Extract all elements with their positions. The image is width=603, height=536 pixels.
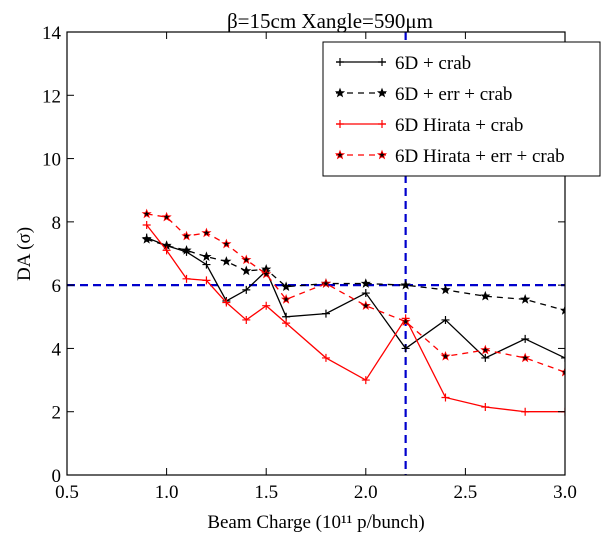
data-point (559, 305, 565, 315)
data-point (282, 319, 291, 328)
legend-marker (378, 120, 386, 128)
data-point (361, 289, 370, 298)
data-point (481, 353, 490, 362)
y-tick-label: 0 (52, 466, 62, 487)
series-4 (141, 208, 565, 377)
data-point (321, 309, 330, 318)
data-point (441, 315, 450, 324)
legend-marker (334, 87, 346, 98)
data-point (521, 407, 530, 416)
data-point (162, 246, 171, 255)
data-point (520, 294, 531, 304)
data-point (242, 315, 251, 324)
legend-item: 6D + crab (336, 53, 471, 74)
data-point (242, 285, 251, 294)
data-point (262, 301, 271, 310)
data-point (440, 351, 451, 361)
data-point (360, 300, 371, 311)
legend-item: 6D Hirata + crab (336, 115, 523, 136)
y-tick-label: 8 (52, 213, 62, 234)
data-point (202, 276, 211, 285)
legend: 6D + crab 6D + err + crab 6D Hirata + crab… (322, 41, 601, 177)
legend-marker (376, 87, 388, 98)
data-point (481, 402, 490, 411)
data-point (480, 290, 491, 301)
data-point (202, 260, 211, 269)
legend-label: 6D + crab (395, 53, 471, 74)
y-axis: 0 2 4 6 8 10 12 14 (42, 23, 565, 487)
x-axis-label: Beam Charge (10¹¹ p/bunch) (207, 512, 424, 533)
data-point (141, 233, 152, 244)
data-point (360, 278, 371, 288)
data-point (181, 230, 192, 241)
series-2 (141, 233, 565, 315)
legend-marker (378, 58, 386, 66)
data-point (241, 254, 252, 265)
data-point (141, 208, 152, 219)
x-tick-label: 0.5 (55, 482, 79, 503)
data-point (221, 256, 232, 266)
legend-box (322, 41, 601, 177)
y-tick-label: 2 (52, 403, 62, 424)
data-point (182, 274, 191, 283)
data-point (559, 366, 565, 377)
data-point (142, 221, 151, 230)
data-point (222, 298, 231, 307)
data-point (521, 334, 530, 343)
data-point (440, 284, 451, 295)
data-point (161, 211, 172, 222)
y-tick-label: 12 (42, 86, 61, 107)
legend-marker (334, 149, 346, 160)
chart-title: β=15cm Xangle=590μm (227, 9, 433, 33)
data-point (480, 344, 491, 355)
legend-item: 6D Hirata + err + crab (334, 146, 565, 167)
y-tick-label: 14 (42, 23, 62, 44)
data-point (201, 227, 212, 238)
data-point (400, 316, 411, 326)
x-tick-label: 3.0 (553, 482, 577, 503)
data-point (320, 278, 332, 288)
x-tick-label: 1.0 (155, 482, 179, 503)
x-tick-label: 2.5 (454, 482, 478, 503)
data-point (520, 352, 531, 363)
x-tick-label: 2.0 (354, 482, 378, 503)
legend-label: 6D + err + crab (395, 84, 512, 105)
plot-frame (66, 31, 566, 476)
series-3 (142, 221, 565, 416)
x-tick-label: 1.5 (254, 482, 278, 503)
data-point (401, 344, 410, 353)
legend-marker (336, 58, 344, 66)
legend-label: 6D Hirata + crab (395, 115, 523, 136)
data-point (441, 393, 450, 402)
data-point (281, 281, 292, 292)
legend-marker (336, 120, 344, 128)
series-line (146, 224, 565, 413)
series-layer (141, 208, 565, 416)
data-point (241, 265, 252, 276)
data-point (181, 245, 192, 255)
y-tick-label: 4 (52, 339, 62, 360)
legend-marker (376, 149, 388, 160)
data-point (261, 268, 272, 279)
data-point (201, 251, 212, 261)
legend-item: 6D + err + crab (334, 84, 512, 105)
data-point (361, 376, 370, 385)
y-tick-label: 10 (42, 150, 61, 171)
data-point (400, 279, 411, 290)
reference-lines (67, 32, 565, 475)
legend-label: 6D Hirata + err + crab (395, 146, 565, 167)
y-tick-label: 6 (52, 276, 62, 297)
series-line (146, 238, 565, 312)
data-point (561, 353, 565, 362)
y-axis-label: DA (σ) (14, 227, 35, 281)
x-axis: 0.5 1.0 1.5 2.0 2.5 3.0 (55, 32, 577, 503)
data-point (221, 238, 232, 249)
data-point (321, 353, 330, 362)
data-point (281, 294, 292, 304)
series-line (146, 213, 565, 373)
